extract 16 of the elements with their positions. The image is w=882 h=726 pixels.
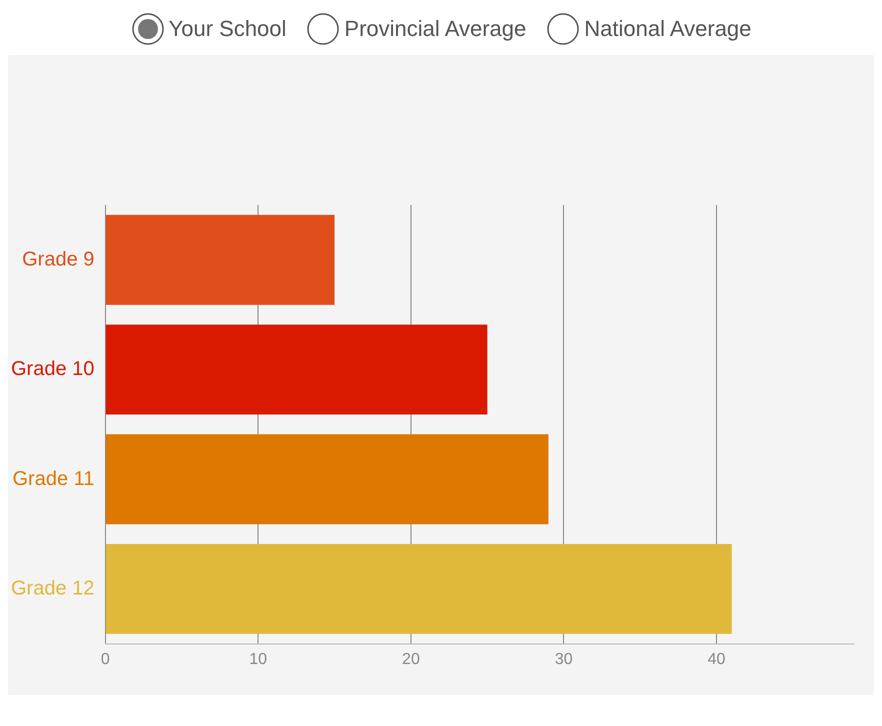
- x-tick-label: 40: [708, 650, 726, 668]
- text: Provincial Average: [344, 16, 526, 42]
- y-tick-label: Grade 9: [22, 248, 94, 270]
- x-tick-label: 0: [100, 650, 110, 668]
- x-tick-label: 10: [249, 650, 268, 668]
- bar: [106, 544, 732, 634]
- y-tick-label: Grade 12: [11, 577, 94, 600]
- bar: [106, 214, 335, 305]
- bar: [106, 434, 548, 524]
- x-tick-label: 30: [554, 650, 573, 668]
- y-tick-label: Grade 11: [12, 468, 94, 490]
- y-tick-label: Grade 10: [11, 358, 94, 380]
- text: Your School: [168, 16, 286, 42]
- bar: [106, 324, 488, 415]
- text: National Average: [584, 16, 752, 42]
- x-tick-label: 20: [402, 650, 420, 668]
